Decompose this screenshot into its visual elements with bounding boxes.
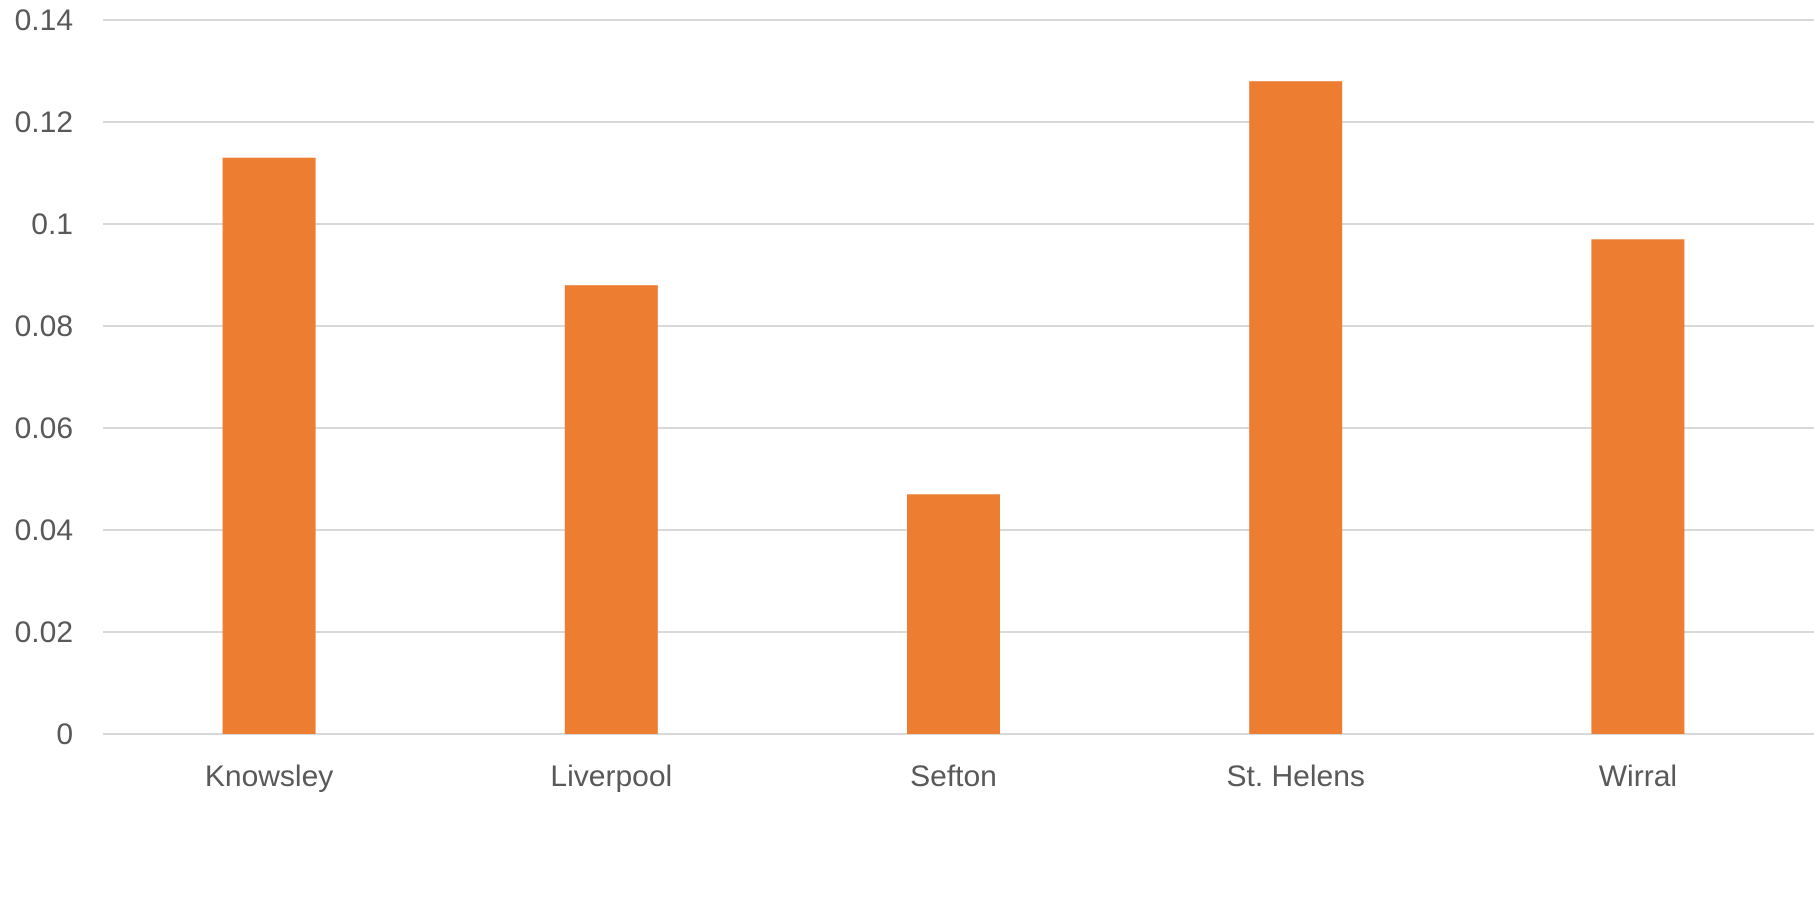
x-tick-label: St. Helens <box>1226 760 1364 793</box>
y-tick-label: 0.14 <box>15 4 73 37</box>
bars <box>222 81 1685 735</box>
x-tick-label: Knowsley <box>205 760 333 793</box>
y-tick-label: 0 <box>56 718 73 751</box>
bar-wirral <box>1591 239 1685 735</box>
y-tick-label: 0.06 <box>15 412 73 445</box>
x-axis-tick-labels: Knowsley Liverpool Sefton St. Helens Wirral <box>205 760 1677 793</box>
bar-st-helens <box>1249 81 1343 734</box>
y-tick-label: 0.02 <box>15 616 73 649</box>
bar-knowsley <box>222 157 316 734</box>
y-tick-label: 0.12 <box>15 106 73 139</box>
y-tick-label: 0.08 <box>15 310 73 343</box>
x-tick-label: Liverpool <box>550 760 672 793</box>
y-tick-label: 0.1 <box>31 208 73 241</box>
y-axis-tick-labels: 0 0.02 0.04 0.06 0.08 0.1 0.12 0.14 <box>15 4 73 751</box>
y-tick-label: 0.04 <box>15 514 73 547</box>
x-tick-label: Sefton <box>910 760 997 793</box>
bar-sefton <box>907 494 1000 734</box>
bar-liverpool <box>564 285 658 734</box>
x-tick-label: Wirral <box>1599 760 1677 793</box>
